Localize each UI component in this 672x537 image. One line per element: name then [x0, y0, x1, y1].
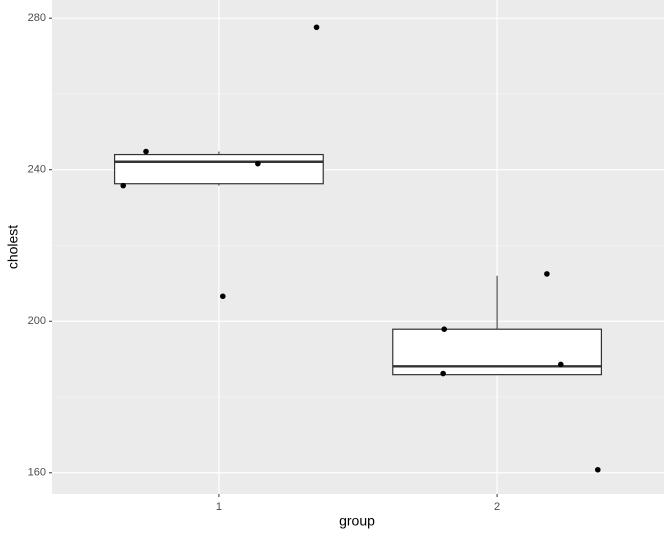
x-tick-label: 1	[216, 501, 222, 513]
point	[440, 370, 446, 377]
x-axis-title: group	[339, 513, 375, 529]
x-tick-label: 2	[494, 501, 500, 513]
point	[120, 182, 127, 189]
panel	[52, 0, 664, 494]
point	[594, 466, 601, 473]
point	[557, 361, 564, 368]
box	[392, 328, 603, 376]
y-tick-label: 280	[28, 12, 46, 24]
point	[255, 160, 261, 167]
y-tick-label: 240	[28, 164, 46, 176]
y-axis-title: cholest	[5, 225, 21, 269]
point	[220, 293, 226, 300]
y-tick-label: 200	[28, 315, 46, 327]
y-tick-label: 160	[28, 467, 46, 479]
box	[113, 153, 324, 185]
point	[544, 271, 550, 277]
point	[143, 148, 149, 155]
point	[441, 326, 448, 333]
point	[313, 24, 320, 31]
